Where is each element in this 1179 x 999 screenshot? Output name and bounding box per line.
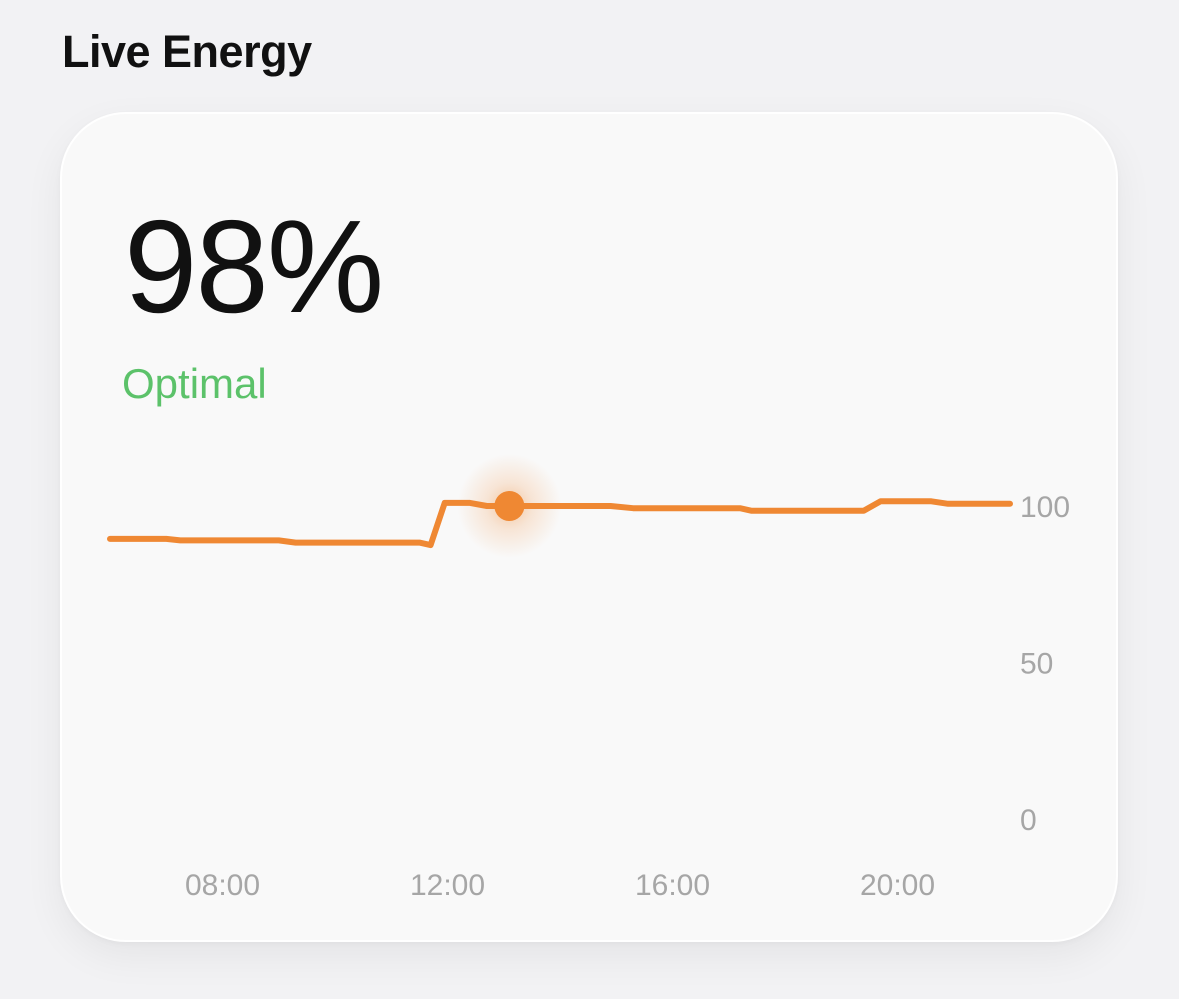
y-tick-label: 100 bbox=[1020, 491, 1070, 524]
live-energy-card[interactable]: 98% Optimal 08:00 12:00 16:00 20:00 0 50 100 bbox=[60, 112, 1118, 942]
x-tick-label: 16:00 bbox=[635, 869, 710, 902]
energy-value: 98% bbox=[124, 193, 384, 340]
status-label: Optimal bbox=[122, 360, 267, 407]
highlight-point[interactable] bbox=[494, 491, 525, 521]
x-tick-label: 20:00 bbox=[860, 869, 935, 902]
highlight-layer bbox=[457, 454, 562, 558]
x-tick-label: 08:00 bbox=[185, 869, 260, 902]
section-title: Live Energy bbox=[62, 26, 312, 77]
x-tick-label: 12:00 bbox=[410, 869, 485, 902]
y-tick-label: 0 bbox=[1020, 804, 1037, 837]
y-axis-ticks: 0 50 100 bbox=[1020, 491, 1070, 837]
x-axis-ticks: 08:00 12:00 16:00 20:00 bbox=[185, 869, 935, 902]
energy-line-chart[interactable]: 08:00 12:00 16:00 20:00 0 50 100 bbox=[62, 114, 1120, 944]
y-tick-label: 50 bbox=[1020, 648, 1053, 681]
